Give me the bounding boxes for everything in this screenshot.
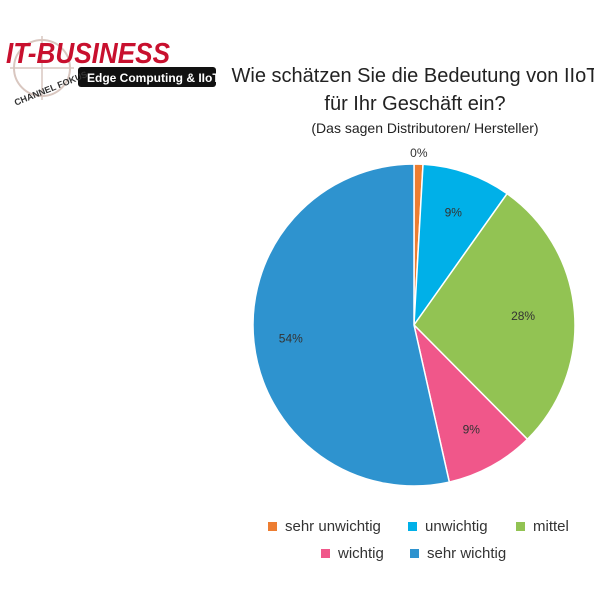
pie-slice-unwichtig (413, 163, 509, 328)
legend-label-unwichtig: unwichtig (425, 518, 488, 535)
data-label-unwichtig: 9% (445, 206, 463, 220)
logo-tagline-text: Edge Computing & IIoT (87, 71, 220, 85)
chart-subtitle: (Das sagen Distributoren/ Hersteller) (311, 120, 538, 136)
data-label-wichtig: 9% (463, 422, 481, 436)
legend-label-sehr-unwichtig: sehr unwichtig (285, 518, 381, 535)
it-business-logo: IT-BUSINESS Edge Computing & IIoT CHANNE… (6, 36, 220, 108)
data-label-sehr-wichtig: 54% (279, 332, 303, 346)
pie-chart (252, 163, 576, 487)
data-label-mittel: 28% (511, 309, 535, 323)
legend-swatch-mittel (516, 522, 525, 531)
legend-label-wichtig: wichtig (337, 545, 384, 562)
legend-label-mittel: mittel (533, 518, 569, 535)
pie-slice-sehr-wichtig (252, 163, 451, 487)
chart-title-line1: Wie schätzen Sie die Bedeutung von IIoT (232, 65, 594, 87)
legend-swatch-sehr-unwichtig (268, 522, 277, 531)
data-label-sehr-unwichtig: 0% (410, 146, 428, 160)
legend-swatch-unwichtig (408, 522, 417, 531)
logo-brand-text: IT-BUSINESS (6, 38, 171, 70)
chart-title-line2: für Ihr Geschäft ein? (324, 93, 505, 115)
logo-tagline-bar (78, 67, 216, 87)
pie-slice-mittel (413, 192, 576, 441)
chart-legend: sehr unwichtig unwichtig mittel wichtig sehr… (268, 518, 569, 562)
legend-label-sehr-wichtig: sehr wichtig (427, 545, 506, 562)
pie-slice-wichtig (412, 322, 529, 483)
legend-swatch-sehr-wichtig (410, 549, 419, 558)
pie-data-labels: 0% 9% 28% 9% 54% (279, 146, 536, 437)
legend-swatch-wichtig (321, 549, 330, 558)
